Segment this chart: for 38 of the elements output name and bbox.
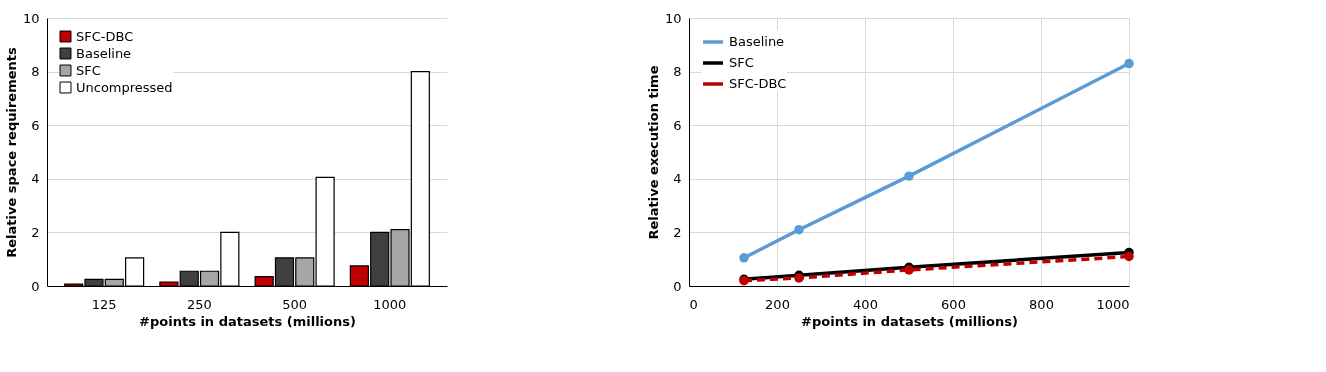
legend-label: SFC — [729, 55, 754, 70]
y-tick-label: 4 — [31, 171, 40, 187]
point — [794, 224, 804, 235]
y-tick-label: 0 — [673, 278, 682, 294]
legend-label: Baseline — [729, 34, 785, 49]
legend-label: Uncompressed — [76, 79, 173, 95]
y-axis-title: Relative space requirements — [3, 47, 19, 258]
y-tick-label: 8 — [673, 64, 682, 80]
y-tick-label: 2 — [673, 224, 682, 240]
x-tick-label: 125 — [91, 296, 117, 312]
y-tick-label: 6 — [673, 117, 682, 133]
x-tick-label: 0 — [689, 296, 698, 312]
y-tick-label: 4 — [673, 171, 682, 187]
x-tick-label: 1000 — [373, 296, 407, 312]
x-tick-label: 400 — [853, 296, 878, 312]
legend-label: Baseline — [76, 45, 132, 61]
point — [1124, 58, 1134, 69]
y-tick-label: 6 — [31, 117, 40, 133]
legend-label: SFC — [76, 62, 101, 78]
point — [1124, 251, 1134, 262]
x-axis-title: #points in datasets (millions) — [139, 313, 356, 329]
y-tick-label: 2 — [31, 224, 40, 240]
point — [904, 171, 914, 181]
y-tick-label: 0 — [31, 278, 40, 294]
y-tick-label: 10 — [22, 10, 40, 26]
x-tick-label: 250 — [186, 296, 212, 312]
legend-label: SFC-DBC — [76, 28, 134, 44]
y-tick-label: 10 — [664, 10, 682, 26]
y-tick-label: 8 — [31, 64, 40, 80]
x-tick-label: 500 — [282, 296, 308, 312]
x-tick-label: 1000 — [1096, 296, 1130, 312]
legend-label: SFC-DBC — [729, 76, 787, 91]
y-axis-title: Relative execution time — [645, 65, 661, 240]
point — [739, 253, 749, 263]
x-axis-title: #points in datasets (millions) — [801, 313, 1018, 329]
x-tick-label: 800 — [1029, 296, 1054, 312]
x-tick-label: 200 — [765, 296, 790, 312]
x-tick-label: 600 — [941, 296, 966, 312]
